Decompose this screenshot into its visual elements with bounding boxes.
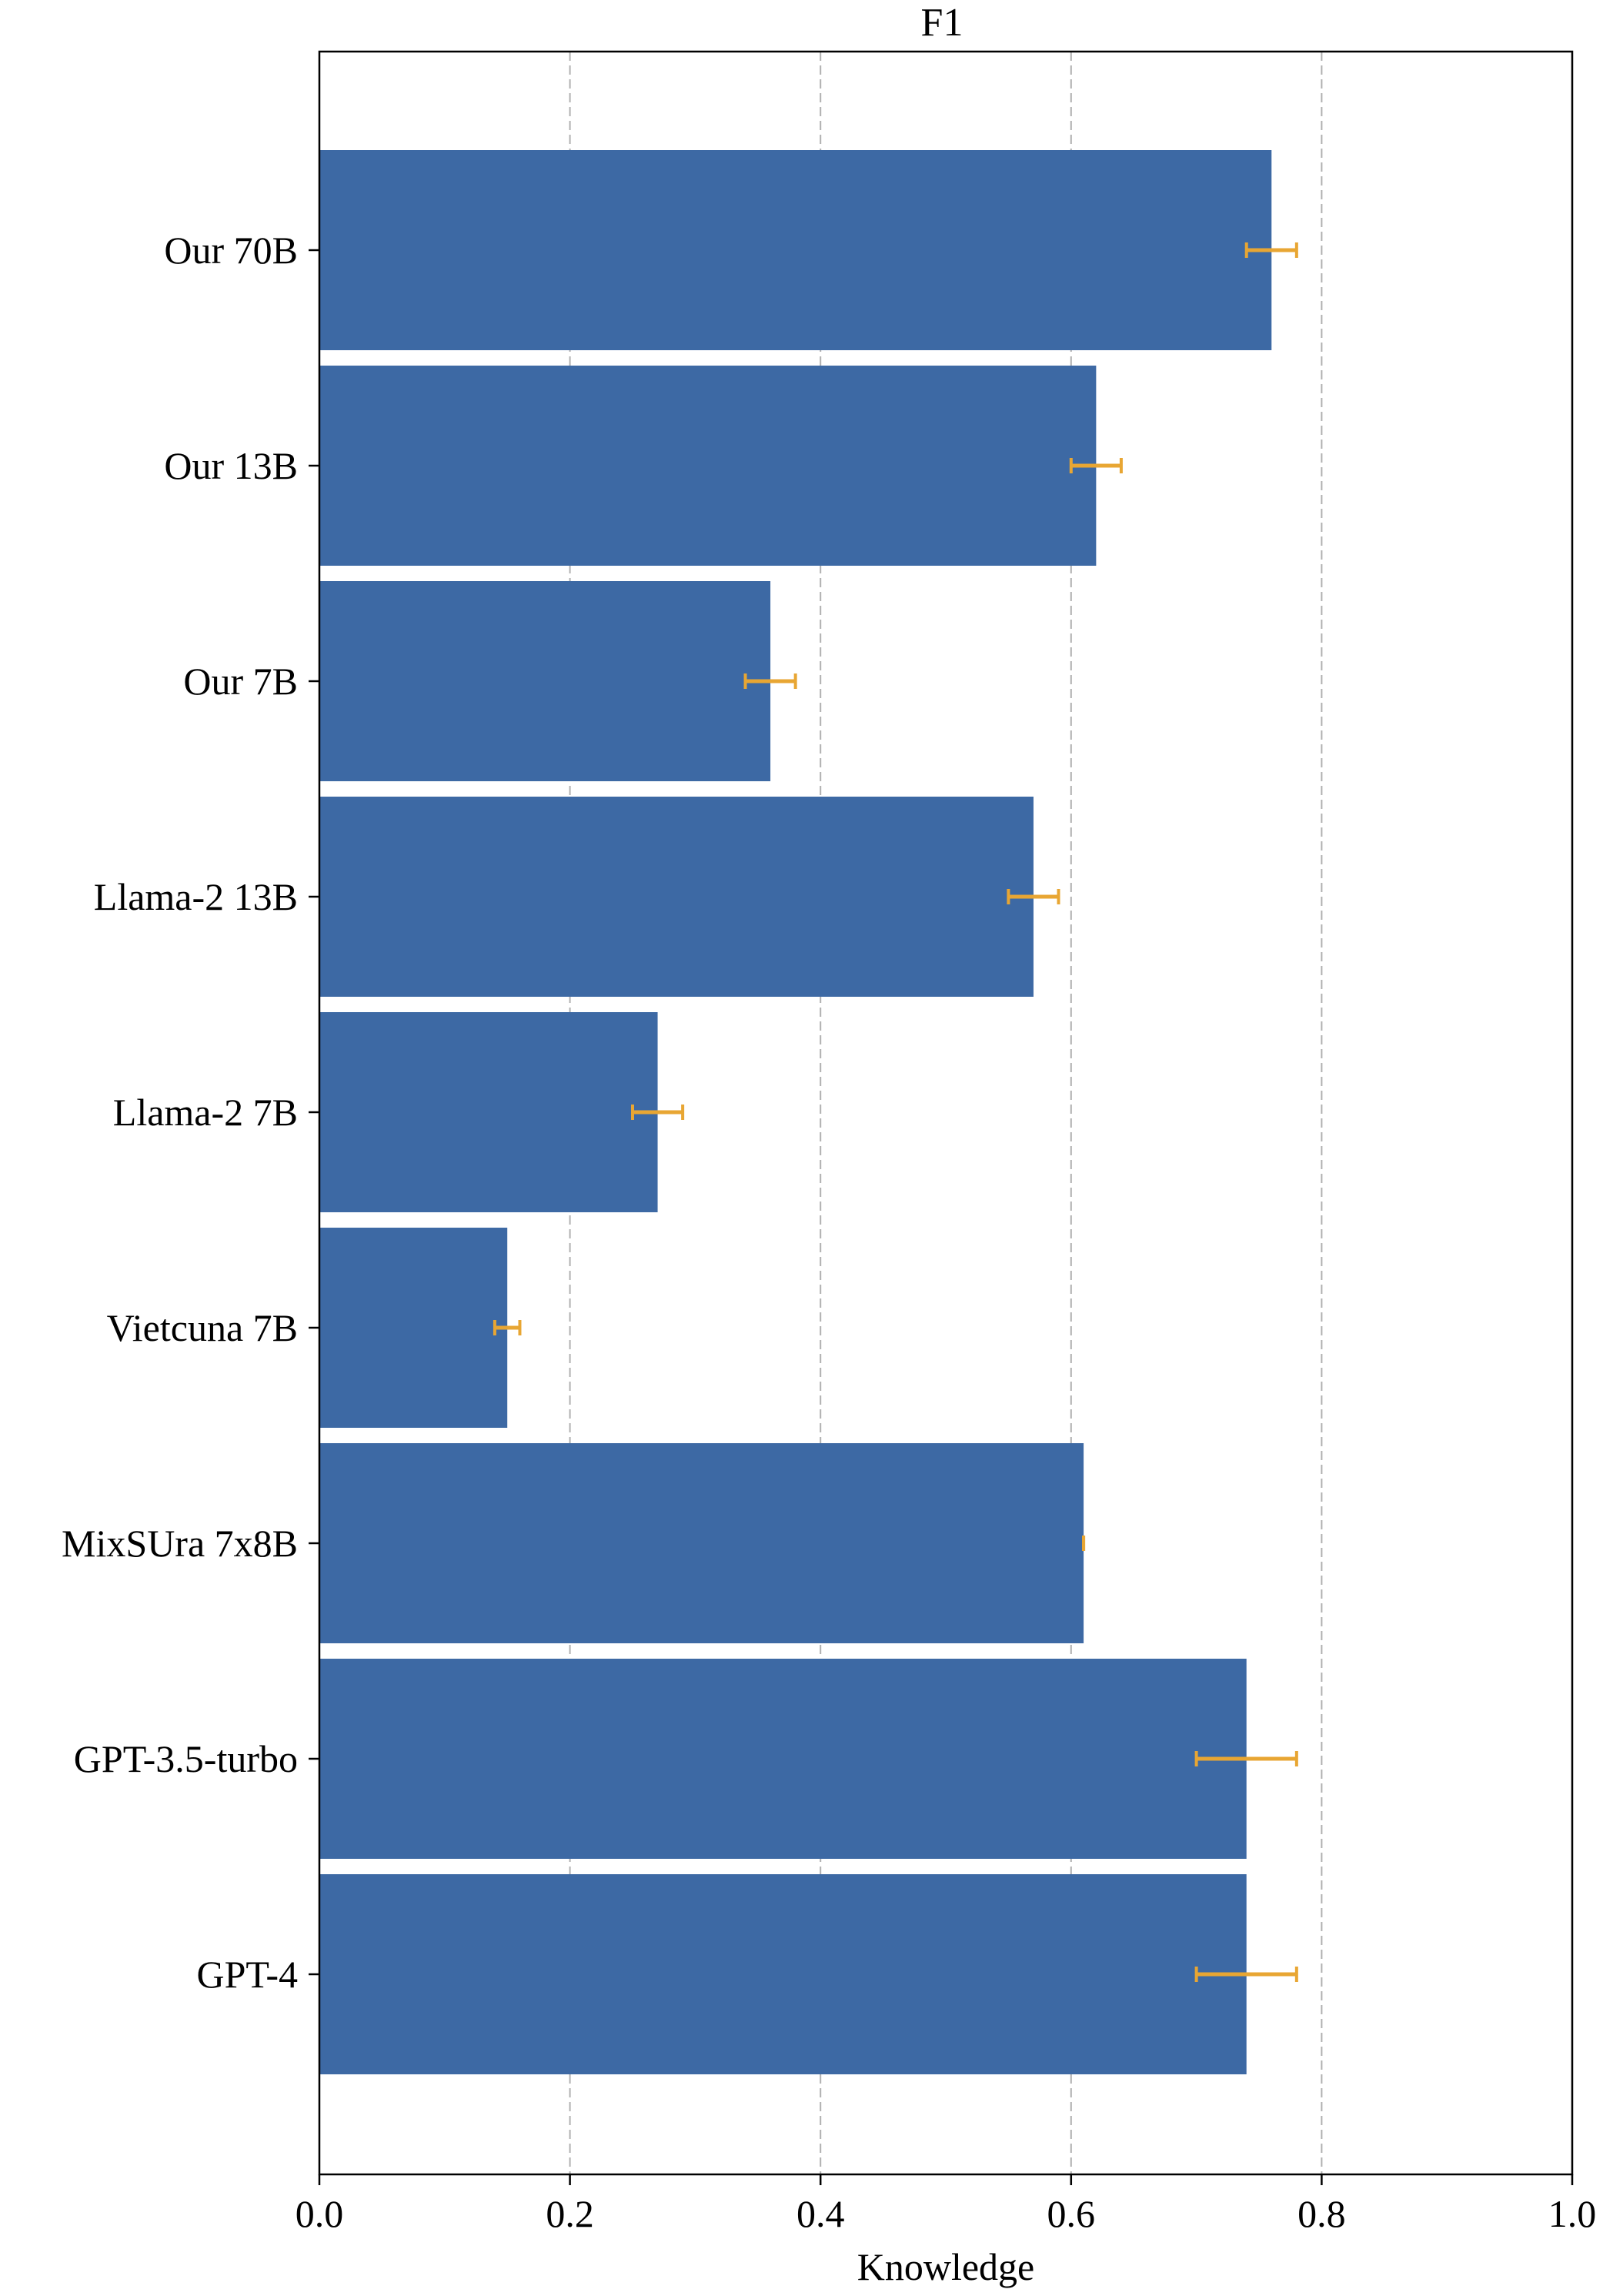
x-tick-label: 0.6: [1047, 2192, 1096, 2235]
x-axis: 0.0 0.2 0.4 0.6 0.8 1.0: [296, 2174, 1597, 2235]
x-tick-label: 0.4: [796, 2192, 845, 2235]
y-tick-label: Our 70B: [164, 229, 298, 272]
bar: [319, 1874, 1247, 2074]
bar: [319, 366, 1097, 566]
y-tick-label: MixSUra 7x8B: [62, 1522, 298, 1565]
bar: [319, 150, 1272, 350]
error-bars: [493, 242, 1298, 1982]
y-tick-label: GPT-4: [196, 1953, 298, 1996]
bar: [319, 797, 1034, 997]
x-tick-label: 0.2: [546, 2192, 594, 2235]
bar: [319, 1443, 1084, 1643]
y-tick-label: Our 13B: [164, 444, 298, 487]
bar: [319, 581, 771, 781]
chart-title: F1: [921, 1, 963, 45]
y-tick-label: Llama-2 13B: [94, 875, 298, 918]
bar: [319, 1659, 1247, 1859]
bars: [319, 150, 1272, 2074]
x-tick-label: 0.0: [296, 2192, 344, 2235]
y-tick-label: Vietcuna 7B: [107, 1306, 298, 1349]
x-axis-label: Knowledge: [857, 2245, 1035, 2288]
y-tick-label: Llama-2 7B: [113, 1091, 298, 1134]
x-tick-label: 1.0: [1548, 2192, 1597, 2235]
y-axis: Our 70B Our 13B Our 7B Llama-2 13B Llama-2 7…: [62, 229, 319, 1996]
bar: [319, 1228, 508, 1428]
y-tick-label: GPT-3.5-turbo: [74, 1737, 298, 1780]
x-tick-label: 0.8: [1297, 2192, 1346, 2235]
y-tick-label: Our 7B: [183, 660, 298, 703]
bar: [319, 1012, 658, 1212]
